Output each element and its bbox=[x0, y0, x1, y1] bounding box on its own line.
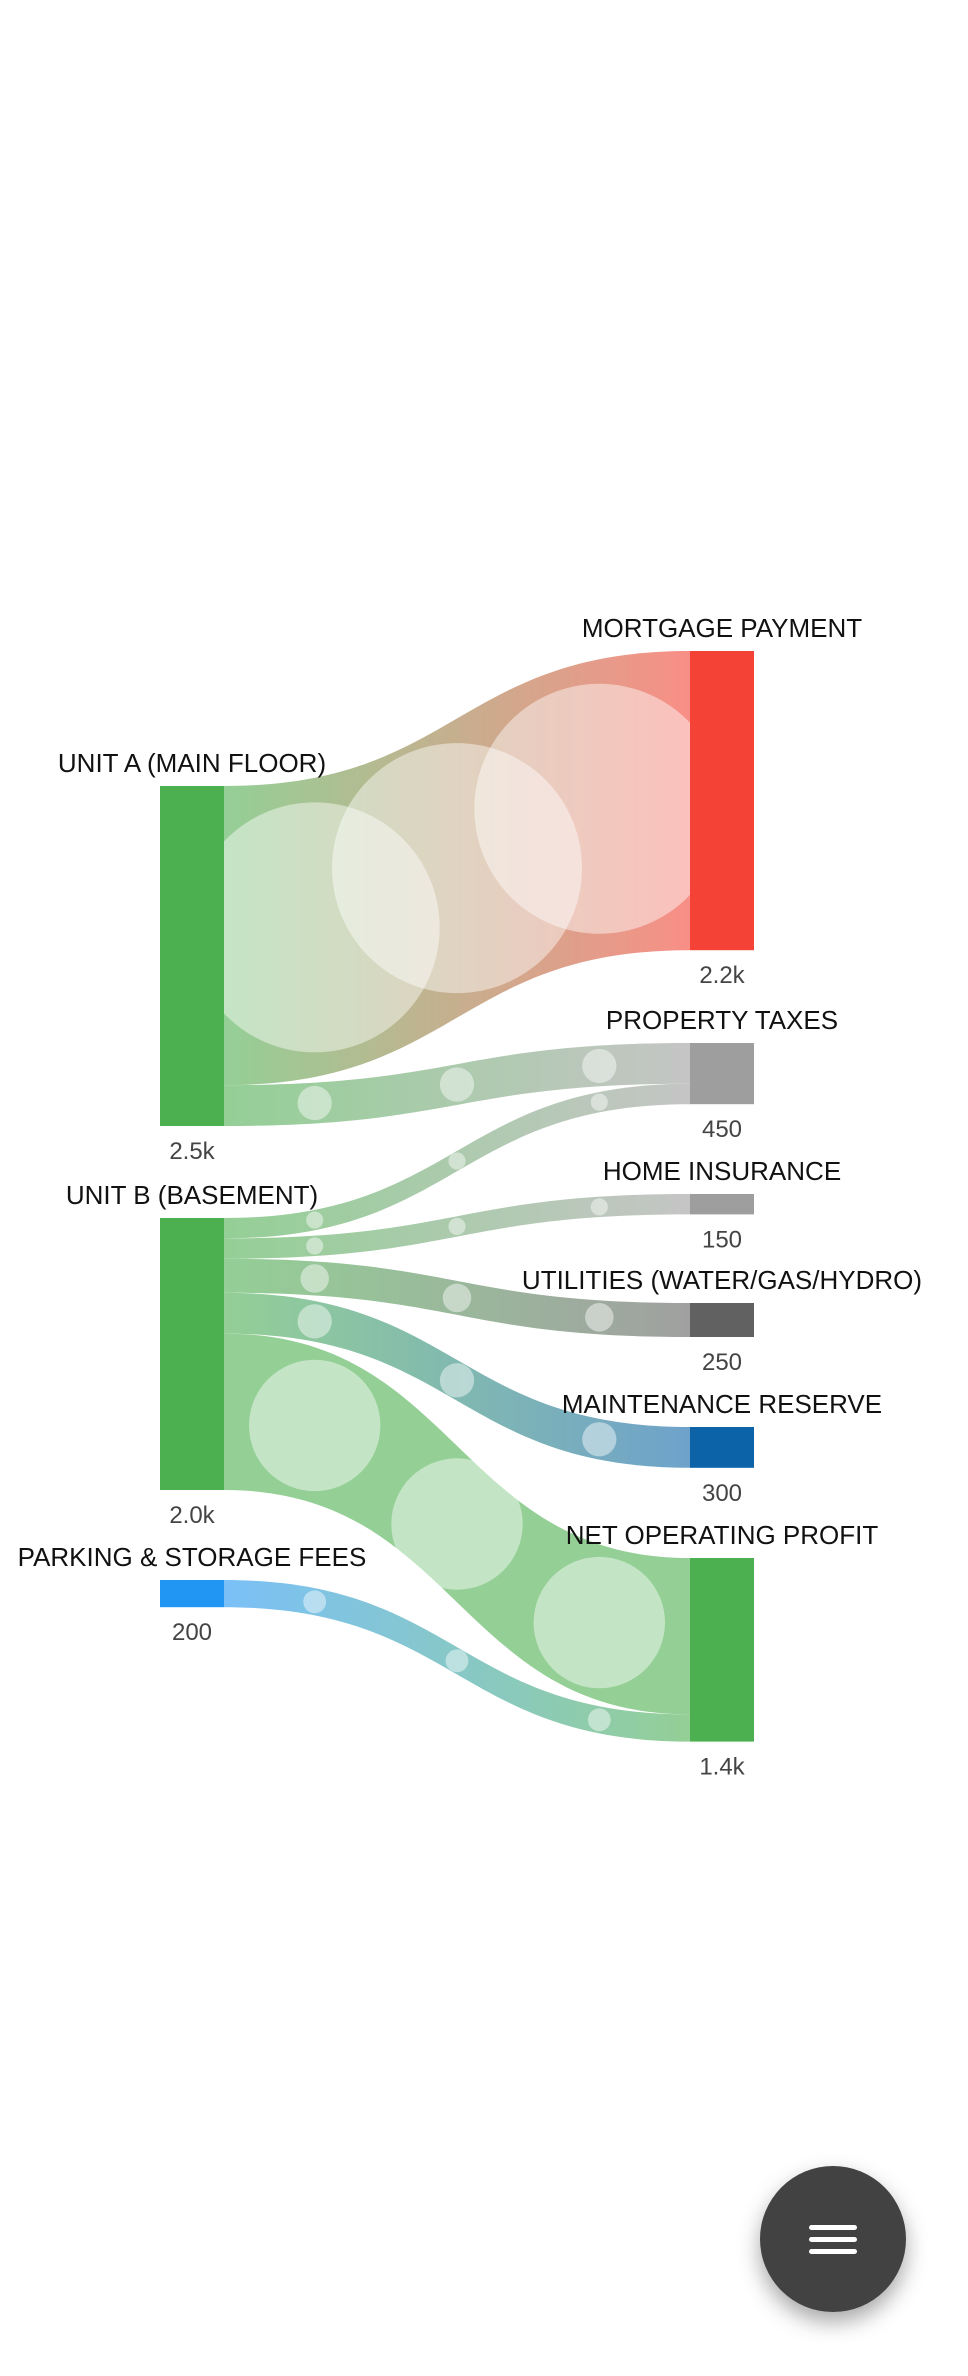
link-unit-b-to-maintenance[interactable] bbox=[224, 1292, 690, 1468]
link-unit-b-to-insurance[interactable] bbox=[224, 1194, 690, 1259]
link-unit-a-to-mortgage[interactable] bbox=[224, 651, 690, 1086]
flow-bubble bbox=[445, 1649, 469, 1673]
link-unit-a-to-taxes[interactable] bbox=[224, 1043, 690, 1126]
flow-bubble bbox=[448, 1217, 466, 1235]
node-value-net-operating-profit: 1.4k bbox=[699, 1754, 745, 1781]
link-unit-b-to-utilities[interactable] bbox=[224, 1258, 690, 1337]
node-value-property-taxes: 450 bbox=[702, 1116, 742, 1143]
flow-bubble bbox=[332, 743, 582, 994]
flow-bubble bbox=[297, 1304, 332, 1339]
link-unit-b-to-profit[interactable] bbox=[224, 1333, 690, 1715]
flow-bubble bbox=[442, 1283, 472, 1313]
node-mortgage-payment[interactable] bbox=[690, 651, 754, 951]
node-utilities-water-gas-hydro[interactable] bbox=[690, 1303, 754, 1337]
flow-bubble bbox=[582, 1048, 617, 1084]
node-value-maintenance-reserve: 300 bbox=[702, 1480, 742, 1507]
menu-icon bbox=[809, 2218, 857, 2261]
node-net-operating-profit[interactable] bbox=[690, 1558, 754, 1742]
flow-bubble bbox=[474, 683, 725, 934]
flow-bubble bbox=[439, 1363, 475, 1398]
node-label-utilities-water-gas-hydro: UTILITIES (WATER/GAS/HYDRO) bbox=[522, 1265, 922, 1295]
flow-bubble bbox=[439, 1067, 475, 1102]
node-label-net-operating-profit: NET OPERATING PROFIT bbox=[566, 1520, 879, 1550]
node-maintenance-reserve[interactable] bbox=[690, 1427, 754, 1468]
node-label-unit-a-main-floor: UNIT A (MAIN FLOOR) bbox=[58, 748, 326, 778]
node-unit-a-main-floor[interactable] bbox=[160, 786, 224, 1126]
node-label-home-insurance: HOME INSURANCE bbox=[603, 1156, 841, 1186]
node-value-mortgage-payment: 2.2k bbox=[699, 962, 745, 989]
flow-bubbles bbox=[189, 683, 725, 1732]
node-unit-b-basement[interactable] bbox=[160, 1218, 224, 1490]
node-label-unit-b-basement: UNIT B (BASEMENT) bbox=[66, 1180, 318, 1210]
flow-bubble bbox=[585, 1303, 614, 1332]
node-label-mortgage-payment: MORTGAGE PAYMENT bbox=[582, 613, 862, 643]
node-parking-storage-fees[interactable] bbox=[160, 1580, 224, 1608]
flow-bubble bbox=[582, 1422, 617, 1457]
flow-bubble bbox=[587, 1708, 611, 1732]
node-value-unit-a-main-floor: 2.5k bbox=[169, 1138, 215, 1165]
flow-bubble bbox=[249, 1359, 381, 1492]
node-value-parking-storage-fees: 200 bbox=[172, 1619, 212, 1646]
flow-bubble bbox=[590, 1198, 608, 1216]
node-value-unit-b-basement: 2.0k bbox=[169, 1502, 215, 1529]
sankey-nodes bbox=[160, 651, 754, 1742]
flow-bubble bbox=[533, 1556, 665, 1689]
flow-bubble bbox=[590, 1093, 608, 1111]
node-home-insurance[interactable] bbox=[690, 1194, 754, 1215]
node-label-property-taxes: PROPERTY TAXES bbox=[606, 1005, 838, 1035]
sankey-labels: UNIT A (MAIN FLOOR) 2.5k UNIT B (BASEMENT)… bbox=[18, 613, 922, 1781]
flow-bubble bbox=[300, 1264, 329, 1293]
flow-bubble bbox=[189, 802, 440, 1053]
link-parking-to-profit[interactable] bbox=[224, 1580, 690, 1742]
sankey-links bbox=[224, 651, 690, 1742]
flow-bubble bbox=[391, 1458, 523, 1590]
node-property-taxes[interactable] bbox=[690, 1043, 754, 1105]
flow-bubble bbox=[303, 1590, 327, 1614]
flow-bubble bbox=[306, 1211, 324, 1229]
node-label-maintenance-reserve: MAINTENANCE RESERVE bbox=[562, 1389, 882, 1419]
flow-bubble bbox=[448, 1152, 466, 1170]
link-unit-b-to-taxes[interactable] bbox=[224, 1083, 690, 1239]
flow-bubble bbox=[306, 1237, 324, 1255]
node-value-utilities-water-gas-hydro: 250 bbox=[702, 1349, 742, 1376]
node-label-parking-storage-fees: PARKING & STORAGE FEES bbox=[18, 1542, 367, 1572]
flow-bubble bbox=[297, 1085, 332, 1121]
node-value-home-insurance: 150 bbox=[702, 1226, 742, 1253]
menu-fab-button[interactable] bbox=[760, 2166, 906, 2312]
